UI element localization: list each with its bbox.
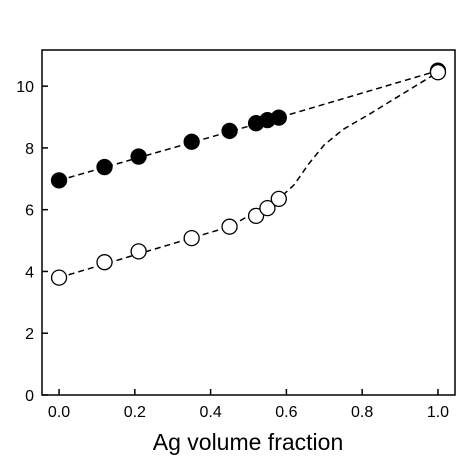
fit-line: [58, 71, 439, 279]
x-tick-label: 0.2: [124, 404, 146, 421]
data-point: [259, 199, 276, 217]
x-tick-label: 0.4: [199, 404, 221, 421]
x-axis-title: Ag volume fraction: [153, 429, 343, 455]
data-point: [50, 269, 68, 286]
data-point: [183, 133, 200, 150]
data-point: [96, 158, 113, 176]
y-tick-label: 10: [16, 79, 34, 96]
plot-frame: [41, 49, 456, 396]
data-point: [130, 148, 147, 165]
x-tick-label: 0.0: [48, 404, 70, 421]
y-tick-label: 6: [25, 203, 34, 220]
y-tick-label: 8: [25, 141, 34, 158]
data-point: [270, 109, 287, 126]
data-point: [429, 64, 447, 81]
data-point: [183, 229, 200, 247]
x-tick-label: 1.0: [427, 404, 449, 421]
data-point: [247, 207, 265, 225]
data-point: [221, 122, 238, 140]
y-tick-label: 4: [25, 264, 34, 281]
data-point: [221, 218, 238, 235]
data-point: [50, 172, 68, 189]
data-point: [270, 190, 287, 208]
data-point: [130, 243, 147, 260]
x-tick-label: 0.6: [275, 404, 297, 421]
x-tick-label: 0.8: [351, 404, 373, 421]
y-tick-label: 2: [25, 326, 34, 343]
data-point: [96, 254, 113, 271]
y-tick-label: 0: [25, 388, 34, 405]
